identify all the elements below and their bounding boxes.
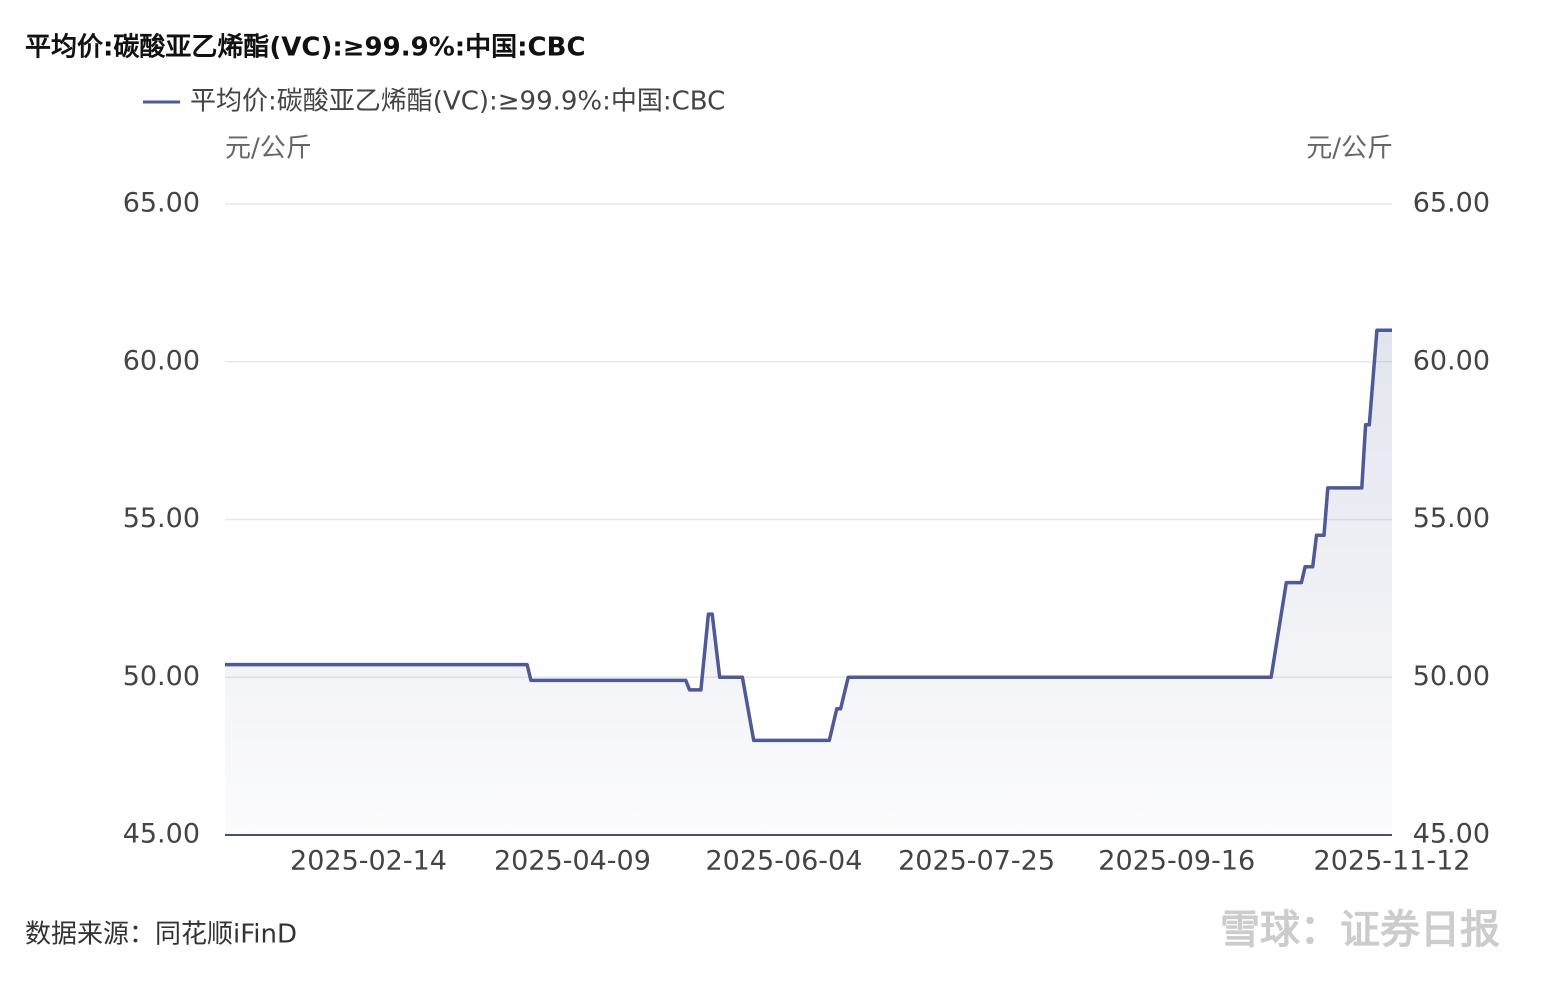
y-tick-label: 50.00	[123, 661, 200, 692]
y-tick-label: 55.00	[123, 503, 200, 534]
legend-label: 平均价:碳酸亚乙烯酯(VC):≥99.9%:中国:CBC	[190, 87, 725, 117]
x-tick-label: 2025-07-25	[898, 846, 1055, 877]
y2-axis-label: 元/公斤	[1306, 134, 1393, 164]
y2-tick-label: 50.00	[1413, 661, 1490, 692]
y2-tick-label: 65.00	[1413, 188, 1490, 219]
x-tick-label: 2025-02-14	[290, 846, 447, 877]
line	[225, 328, 1392, 743]
x-tick-label: 2025-11-12	[1314, 846, 1471, 877]
y2-tick-label: 45.00	[1413, 819, 1490, 850]
y2-tick-label: 60.00	[1413, 345, 1490, 376]
x-tick-label: 2025-09-16	[1098, 846, 1255, 877]
area	[225, 330, 1392, 835]
watermark: 雪球：证券日报	[1220, 907, 1500, 953]
y-tick-label: 45.00	[123, 819, 200, 850]
y-axis-label: 元/公斤	[225, 134, 312, 164]
x-tick-label: 2025-04-09	[494, 846, 651, 877]
chart-title: 平均价:碳酸亚乙烯酯(VC):≥99.9%:中国:CBC	[25, 33, 586, 63]
y2-tick-label: 55.00	[1413, 503, 1490, 534]
y-tick-label: 65.00	[123, 188, 200, 219]
y-tick-label: 60.00	[123, 345, 200, 376]
x-tick-label: 2025-06-04	[705, 846, 862, 877]
source: 数据来源：同花顺iFinD	[25, 920, 297, 950]
